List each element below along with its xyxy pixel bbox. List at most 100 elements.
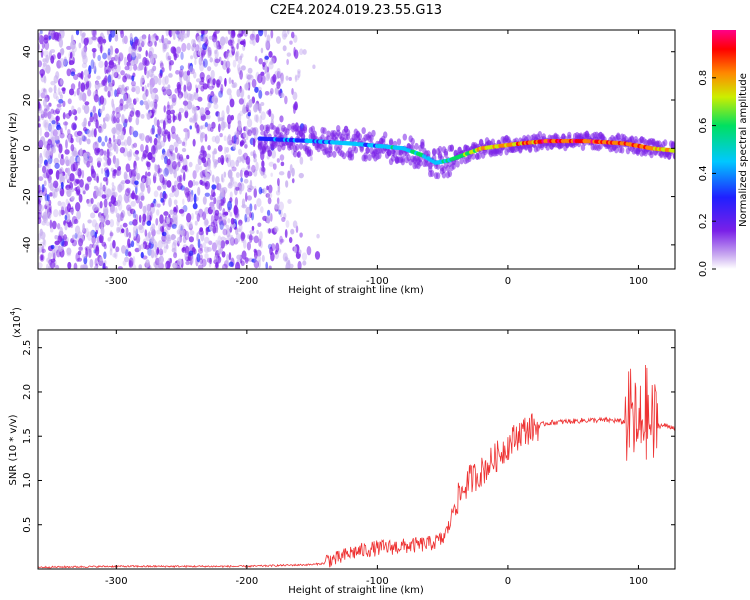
spectrogram-speckle (146, 113, 151, 120)
spectrogram-speckle (53, 91, 58, 100)
spectrogram-speckle (113, 64, 118, 70)
spectrogram-speckle (213, 103, 219, 110)
spectrogram-speckle (274, 203, 280, 210)
colorbar-tick-label: 0.2 (698, 213, 709, 229)
spectrogram-speckle (51, 120, 56, 125)
spectrogram-speckle (185, 260, 190, 266)
spectrogram-speckle (63, 121, 69, 126)
spectrogram-speckle (146, 212, 150, 221)
spectrogram-halo (619, 146, 625, 154)
spectrogram-speckle (138, 46, 142, 52)
spectrogram-speckle (192, 106, 198, 111)
spectrogram-speckle (150, 73, 155, 79)
spectrogram-speckle (62, 112, 66, 120)
spectrogram-speckle (72, 150, 79, 158)
spectrogram-speckle (141, 36, 146, 46)
spectrogram-halo (396, 138, 402, 146)
spectrogram-speckle (92, 30, 97, 37)
spectrogram-speckle (204, 252, 209, 260)
spectrogram-speckle (264, 55, 270, 60)
spectrogram-halo (670, 140, 675, 148)
spectrogram-speckle (98, 60, 104, 69)
spectrogram-speckle (122, 75, 127, 83)
x-tick-label: -200 (236, 576, 259, 587)
spectrogram-speckle (56, 60, 62, 69)
spectrogram-speckle (215, 262, 219, 269)
x-tick-label: -100 (366, 276, 389, 287)
spectrogram-speckle (171, 97, 177, 107)
spectrogram-speckle (198, 57, 203, 66)
spectrogram-speckle (279, 154, 285, 161)
spectrogram-speckle (241, 198, 246, 208)
spectrogram-speckle (234, 197, 239, 207)
spectrogram-speckle (48, 87, 53, 93)
spectrogram-speckle (189, 230, 195, 236)
spectrogram-speckle (174, 146, 178, 154)
spectrogram-speckle (240, 167, 247, 172)
spectrogram-speckle (172, 152, 176, 161)
spectrogram-speckle (194, 220, 198, 226)
spectrogram-speckle (109, 30, 112, 33)
spectrogram-speckle (253, 157, 257, 163)
spectrogram-speckle (151, 145, 156, 155)
spectrogram-speckle (107, 65, 112, 73)
spectrogram-speckle (201, 49, 206, 58)
spectrogram-speckle (107, 82, 112, 92)
spectrogram-speckle (196, 253, 201, 263)
spectrogram-speckle (142, 241, 148, 250)
spectrogram-speckle (63, 234, 68, 241)
spectrogram-speckle (281, 30, 287, 40)
spectrogram-halo (400, 155, 406, 163)
spectrogram-speckle (133, 98, 137, 105)
spectrogram-speckle (94, 222, 100, 232)
spectrogram-speckle (286, 30, 290, 35)
spectrogram-speckle (192, 170, 197, 180)
colorbar-label: Normalized spectral amplitude (738, 73, 749, 227)
spectrogram-speckle (83, 37, 89, 46)
spectrogram-speckle (134, 39, 138, 47)
spectrogram-speckle (268, 50, 273, 58)
spectrogram-speckle (144, 66, 147, 76)
spectrogram-speckle (58, 98, 64, 104)
spectrogram-speckle (38, 89, 41, 99)
spectrogram-speckle (55, 264, 60, 269)
spectrogram-speckle (150, 202, 155, 208)
spectrogram-speckle (180, 33, 184, 42)
spectrogram-speckle (247, 94, 251, 100)
spectrogram-speckle (253, 153, 258, 159)
spectrogram-speckle (129, 32, 133, 41)
spectrogram-speckle (233, 134, 237, 145)
spectrogram-speckle (182, 171, 186, 182)
spectrogram-speckle (225, 50, 230, 61)
spectrogram-speckle (199, 254, 203, 261)
spectrogram-speckle (171, 247, 176, 253)
spectrogram-speckle (125, 227, 129, 238)
spectrogram-halo (527, 146, 533, 154)
spectrogram-speckle (69, 187, 75, 193)
spectrogram-speckle (184, 255, 188, 261)
spectrogram-speckle (119, 212, 124, 222)
spectrogram-speckle (65, 187, 70, 195)
spectrogram-speckle (48, 35, 52, 40)
spectrogram-speckle (80, 70, 84, 80)
spectrogram-speckle (38, 176, 44, 181)
spectrogram-speckle (200, 85, 205, 92)
spectrogram-speckle (78, 193, 83, 203)
spectrogram-speckle (126, 61, 132, 67)
spectrogram-speckle (243, 178, 249, 184)
spectrogram-speckle (167, 101, 170, 109)
spectrogram-speckle (104, 169, 110, 178)
spectrogram-speckle (155, 217, 159, 226)
spectrogram-speckle (241, 204, 247, 209)
spectrogram-speckle (251, 225, 255, 231)
spectrogram-speckle (133, 210, 137, 219)
spectrogram-speckle (102, 52, 108, 60)
spectrogram-speckle (100, 215, 104, 224)
spectrogram-speckle (45, 64, 51, 74)
spectrogram-speckle (108, 144, 114, 151)
spectrogram-speckle (215, 176, 220, 185)
spectrogram-speckle (88, 152, 92, 161)
spectrogram-speckle (297, 70, 301, 79)
spectrogram-speckle (162, 198, 165, 206)
spectrogram-speckle (232, 59, 237, 68)
